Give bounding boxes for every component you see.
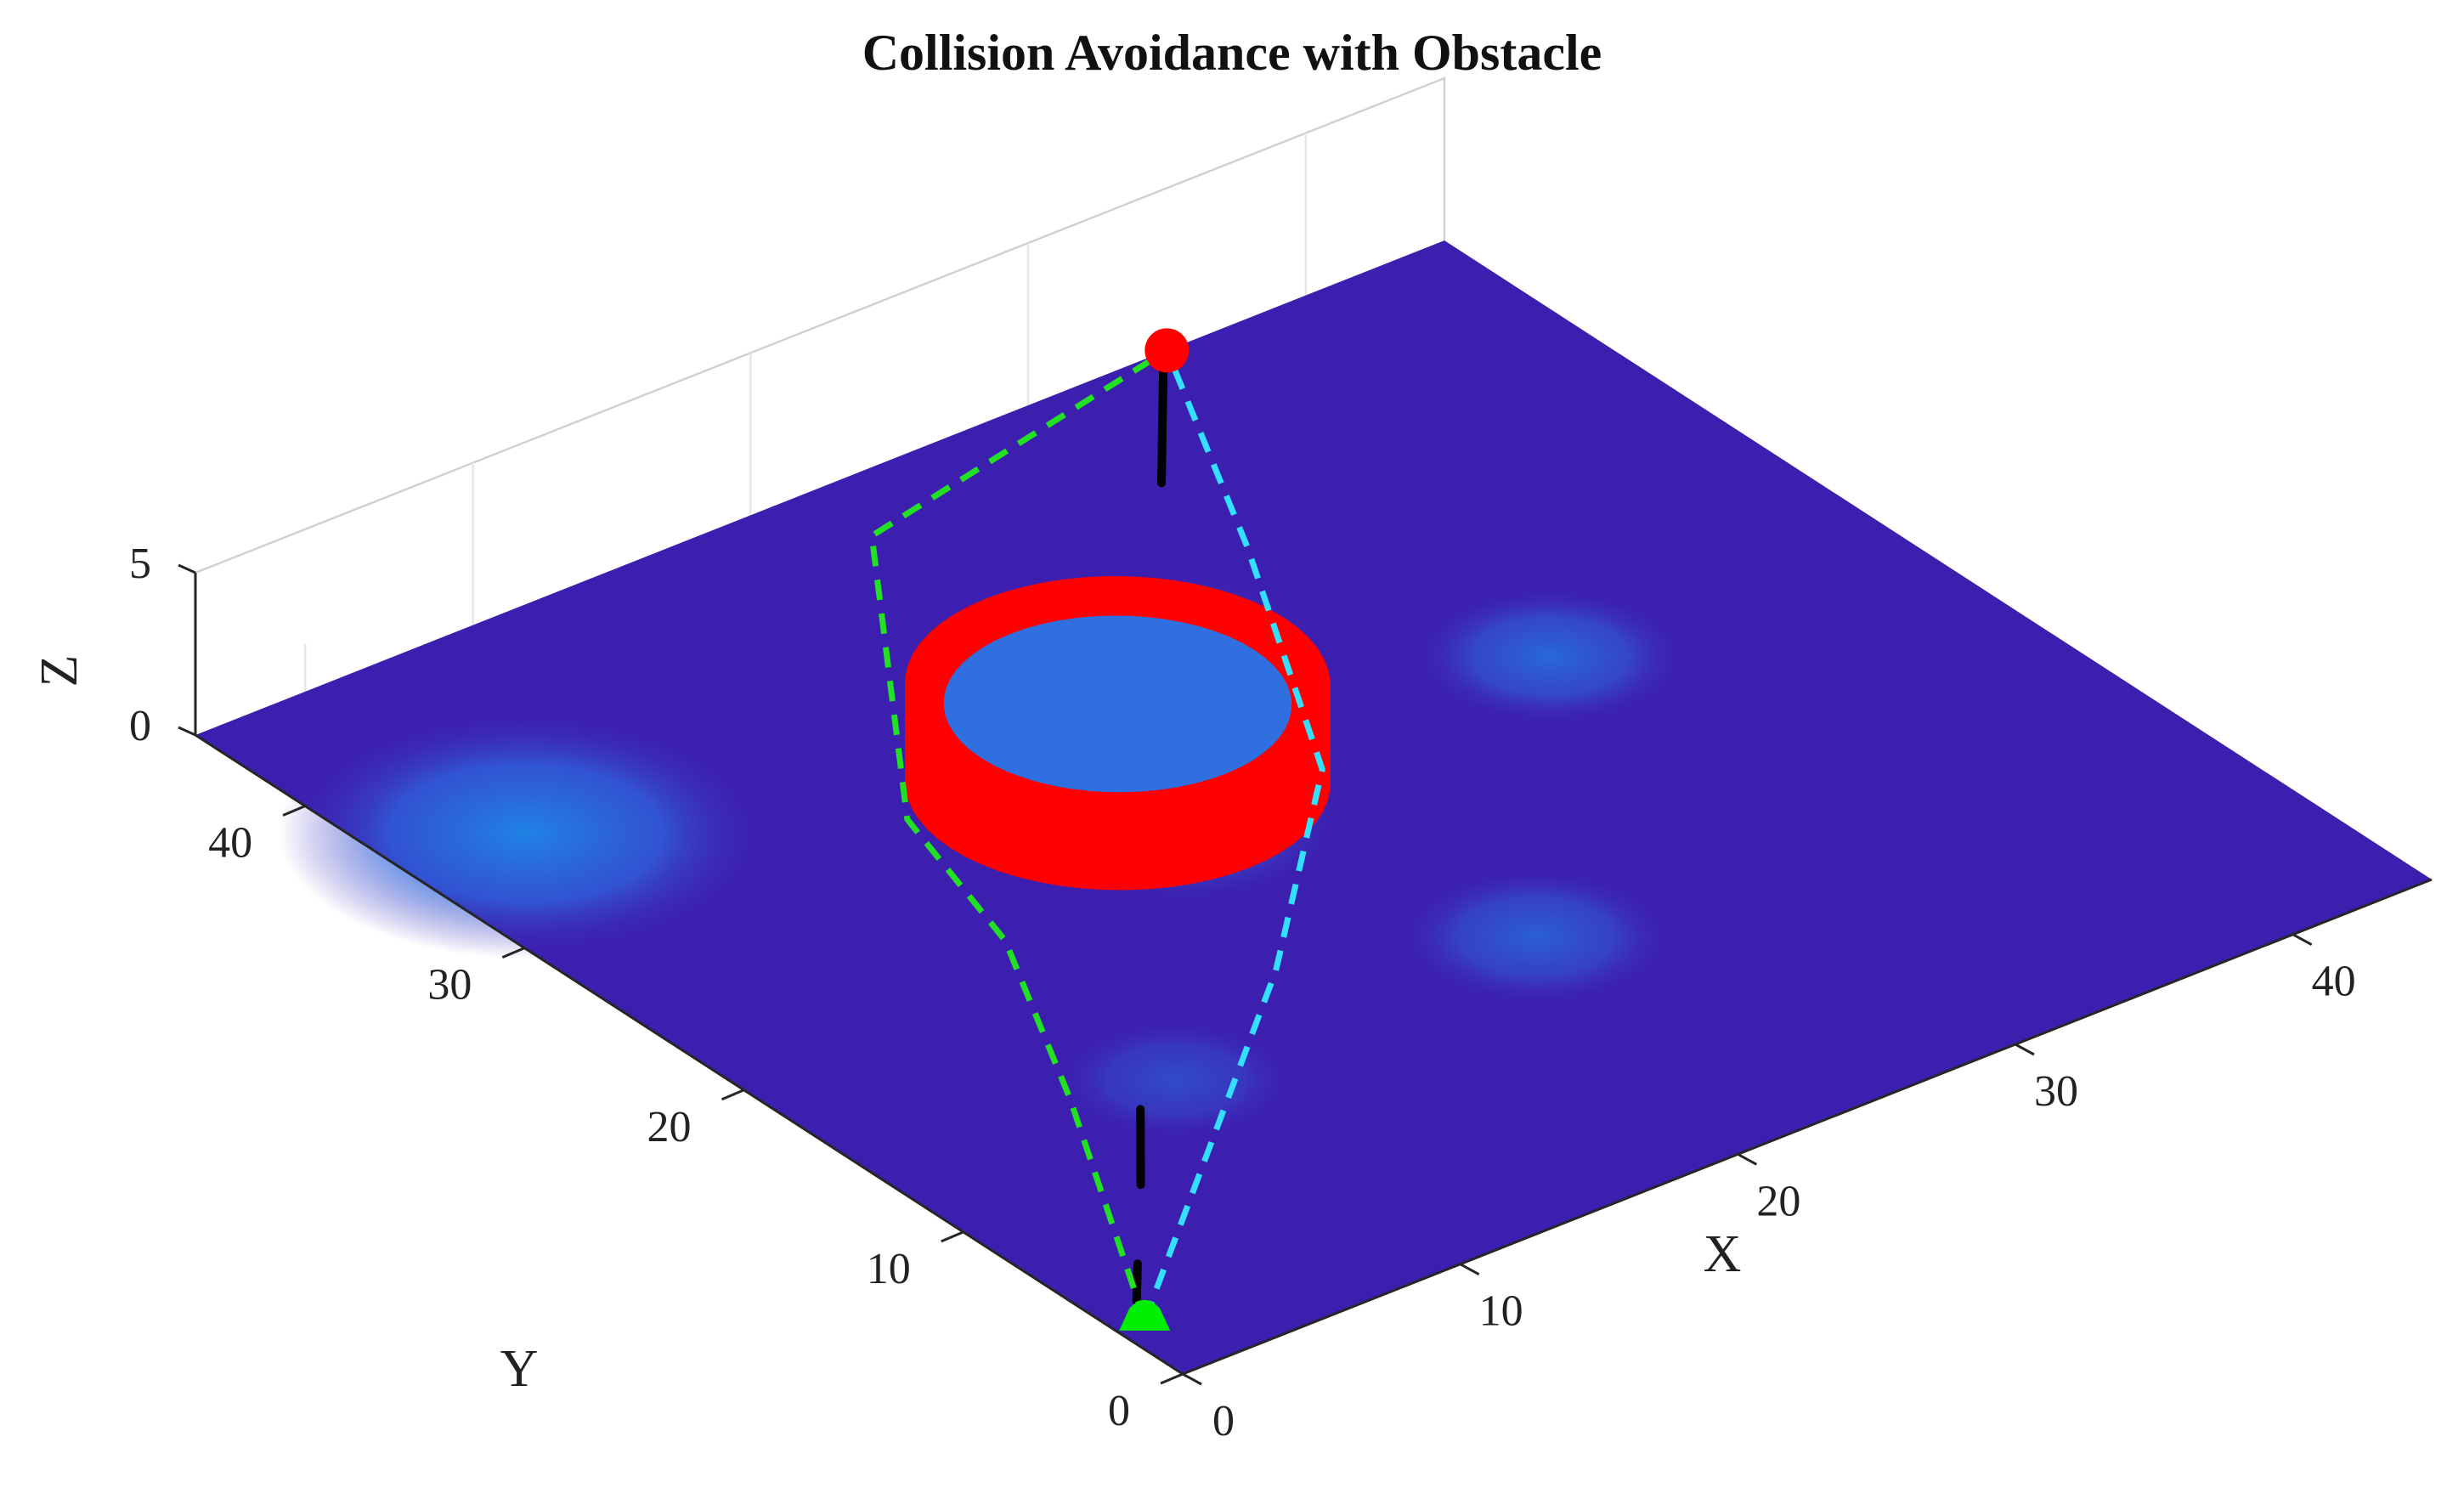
y-tick-label: 40 <box>208 819 252 868</box>
x-axis-line <box>1182 878 2433 1376</box>
z-tick-label: 5 <box>129 540 151 588</box>
y-tick-mark <box>1160 1372 1184 1385</box>
obstacle-wall <box>1248 761 1267 868</box>
obstacle-wall <box>999 772 1020 878</box>
obstacle-wall <box>950 749 967 858</box>
start-marker <box>1119 1299 1171 1331</box>
obstacle-wall <box>1280 744 1296 853</box>
y-axis-line <box>195 733 1184 1376</box>
z-tick-mark <box>178 563 196 574</box>
x-tick-mark <box>1459 1263 1480 1275</box>
surface-peak <box>1394 864 1678 1009</box>
x-tick-mark <box>2015 1043 2035 1056</box>
obstacle-wall <box>1103 791 1127 891</box>
obstacle-wall <box>1081 789 1105 891</box>
y-tick-mark <box>282 805 306 817</box>
obstacle-wall <box>1038 783 1061 886</box>
obstacle-wall <box>1230 768 1251 874</box>
y-tick-mark <box>721 1089 745 1101</box>
y-tick-label: 10 <box>867 1245 911 1293</box>
z-tick-label: 0 <box>129 702 151 750</box>
obstacle-wall <box>926 729 940 840</box>
surface-peak <box>1051 1016 1299 1143</box>
path-segment-black <box>1132 1259 1142 1305</box>
z-tick-mark <box>178 726 196 737</box>
obstacle-wall <box>1211 775 1232 880</box>
obstacle-wall <box>981 766 1001 872</box>
tick-labels: 0 10 20 30 40 0 10 20 30 40 0 5 <box>129 540 2356 1445</box>
x-tick-label: 40 <box>2312 958 2356 1006</box>
obstacle-wall <box>1125 790 1150 891</box>
x-tick-label: 0 <box>1212 1397 1235 1445</box>
x-tick-mark <box>1737 1153 1758 1166</box>
obstacle-wall <box>907 698 913 808</box>
obstacle-wall <box>1265 753 1282 861</box>
y-tick-label: 20 <box>647 1103 692 1151</box>
y-tick-label: 0 <box>1108 1387 1130 1435</box>
axes-layer <box>178 563 2433 1386</box>
obstacle-wall <box>1147 788 1172 890</box>
markers-layer <box>1119 328 1190 1331</box>
path-green-dashed <box>868 348 1169 1322</box>
path-segment-black <box>1156 361 1168 488</box>
x-tick-label: 10 <box>1479 1287 1523 1336</box>
y-tick-label: 30 <box>427 961 472 1009</box>
x-axis-label: X <box>1704 1225 1742 1283</box>
goal-marker <box>1144 328 1190 373</box>
obstacle-wall <box>911 707 919 821</box>
obstacle-interior <box>943 615 1292 793</box>
obstacle-wall <box>1293 733 1307 845</box>
obstacle-wall <box>964 757 983 865</box>
path-layer-front <box>868 348 1325 1322</box>
surface-peak <box>1408 584 1693 728</box>
obstacle-wall <box>1169 784 1192 888</box>
y-tick-mark <box>941 1230 964 1243</box>
x-tick-label: 20 <box>1756 1177 1800 1225</box>
surface-peak <box>278 707 774 959</box>
obstacle-wall <box>1190 780 1213 885</box>
obstacle-wall <box>918 719 929 831</box>
obstacle-wall <box>1018 778 1040 883</box>
obstacle-wall <box>937 739 952 850</box>
chart-title: Collision Avoidance with Obstacle <box>862 25 1602 81</box>
path-layer-back <box>1132 361 1168 1305</box>
x-tick-mark <box>2292 933 2313 946</box>
obstacle-cylinder <box>905 575 1331 891</box>
y-tick-mark <box>501 947 525 959</box>
x-tick-label: 30 <box>2034 1067 2078 1116</box>
z-axis-label: Z <box>31 655 88 687</box>
obstacle-wall <box>1060 787 1083 889</box>
y-axis-label: Y <box>500 1340 539 1398</box>
path-cyan-dashed <box>1141 348 1325 1322</box>
x-tick-mark <box>1182 1372 1202 1386</box>
